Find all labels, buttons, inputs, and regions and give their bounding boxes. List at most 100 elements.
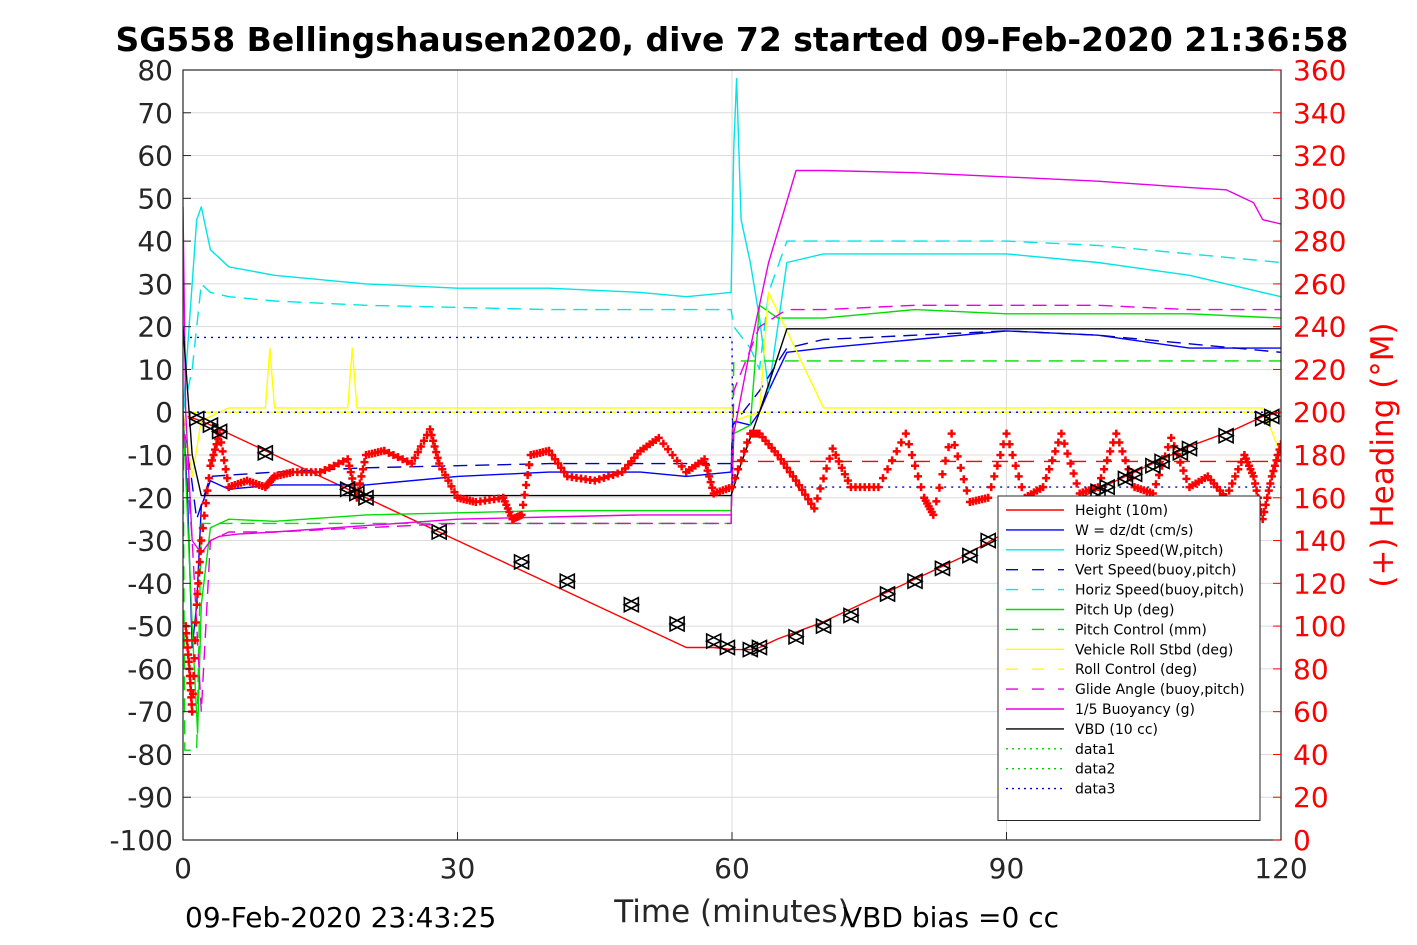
left-tick-label: 20 xyxy=(137,311,173,344)
heading-marker xyxy=(426,425,435,434)
legend-label: Roll Control (deg) xyxy=(1075,662,1197,678)
heading-marker xyxy=(441,470,450,479)
heading-marker xyxy=(816,484,825,493)
heading-marker xyxy=(183,636,191,645)
heading-marker xyxy=(548,451,557,459)
heading-marker xyxy=(517,510,526,519)
heading-marker xyxy=(1042,474,1051,483)
right-tick-label: 160 xyxy=(1293,482,1346,515)
heading-marker xyxy=(1051,447,1060,456)
legend-label: Glide Angle (buoy,pitch) xyxy=(1075,682,1245,698)
right-tick-label: 300 xyxy=(1293,182,1346,215)
heading-marker xyxy=(807,499,816,508)
heading-marker xyxy=(207,456,216,465)
heading-marker xyxy=(613,469,622,478)
heading-marker xyxy=(677,462,686,471)
heading-marker xyxy=(782,463,791,472)
heading-marker xyxy=(785,468,794,477)
heading-marker xyxy=(950,441,959,450)
heading-marker xyxy=(1118,447,1127,456)
heading-marker xyxy=(740,447,749,456)
heading-marker xyxy=(191,618,200,627)
heading-marker xyxy=(217,438,226,447)
heading-marker xyxy=(702,460,711,469)
heading-marker xyxy=(186,679,195,688)
heading-marker xyxy=(355,479,364,488)
heading-marker xyxy=(1014,472,1023,481)
heading-marker xyxy=(1275,445,1281,454)
heading-marker xyxy=(904,440,913,449)
heading-marker xyxy=(907,451,916,459)
right-tick-label: 120 xyxy=(1293,567,1346,600)
heading-marker xyxy=(837,463,846,472)
heading-marker xyxy=(914,472,923,481)
right-tick-label: 220 xyxy=(1293,353,1346,386)
heading-marker xyxy=(953,452,962,461)
heading-marker xyxy=(1057,429,1066,438)
legend-label: Pitch Up (deg) xyxy=(1075,603,1174,619)
heading-marker xyxy=(734,465,743,474)
left-tick-label: -70 xyxy=(127,696,173,729)
heading-marker xyxy=(1008,451,1017,459)
heading-marker xyxy=(346,468,355,477)
heading-marker xyxy=(874,483,883,492)
depth-marker-left xyxy=(558,572,576,590)
heading-marker xyxy=(345,461,354,470)
heading-marker xyxy=(819,474,828,483)
heading-marker xyxy=(192,600,201,609)
left-tick-label: -80 xyxy=(127,738,173,771)
heading-marker xyxy=(1263,493,1272,502)
heading-marker xyxy=(184,657,193,666)
heading-marker xyxy=(430,442,439,451)
heading-marker xyxy=(990,472,999,481)
heading-marker xyxy=(221,465,230,474)
depth-marker-left xyxy=(906,572,923,590)
depth-marker-right xyxy=(513,553,531,571)
heading-marker xyxy=(888,456,897,465)
heading-marker xyxy=(407,459,416,468)
heading-marker xyxy=(1277,440,1281,449)
heading-marker xyxy=(188,689,197,698)
heading-marker xyxy=(416,442,425,451)
heading-marker xyxy=(1002,429,1011,438)
heading-marker xyxy=(1115,438,1124,447)
heading-marker xyxy=(705,472,714,481)
depth-marker-left xyxy=(704,632,722,650)
heading-marker xyxy=(1112,429,1121,438)
series-depth-markers xyxy=(187,408,1281,658)
heading-marker xyxy=(519,500,528,509)
left-tick-label: -50 xyxy=(127,610,173,643)
heading-marker xyxy=(1060,439,1069,448)
depth-marker-left xyxy=(842,607,859,624)
right-tick-label: 240 xyxy=(1293,311,1346,344)
heading-marker xyxy=(792,476,801,485)
depth-marker-left xyxy=(787,628,804,646)
series-vert-speed-buoy-pitch xyxy=(183,330,1281,520)
heading-marker xyxy=(1167,433,1176,442)
heading-marker xyxy=(663,445,672,454)
heading-marker xyxy=(195,568,204,577)
heading-marker xyxy=(1272,456,1281,465)
heading-marker xyxy=(432,448,441,457)
heading-marker xyxy=(190,654,199,663)
heading-marker xyxy=(938,470,947,479)
heading-marker xyxy=(1103,456,1112,465)
heading-marker xyxy=(1048,456,1057,465)
heading-marker xyxy=(731,474,740,483)
heading-marker xyxy=(1251,479,1260,488)
left-tick-label: 0 xyxy=(155,396,173,429)
legend-label: W = dz/dt (cm/s) xyxy=(1075,523,1194,539)
heading-marker xyxy=(828,444,837,453)
heading-marker xyxy=(545,446,553,455)
heading-marker xyxy=(1267,472,1276,481)
heading-marker xyxy=(389,451,398,459)
heading-marker xyxy=(993,461,1002,470)
heading-marker xyxy=(776,455,785,464)
heading-marker xyxy=(183,629,191,638)
heading-marker xyxy=(320,465,329,474)
heading-marker xyxy=(897,438,906,447)
series-vehicle-roll-stbd-deg xyxy=(183,291,1281,478)
footer-vbd-bias: VBD bias =0 cc xyxy=(843,901,1059,934)
left-tick-label: 10 xyxy=(137,353,173,386)
depth-marker-left xyxy=(512,553,530,571)
